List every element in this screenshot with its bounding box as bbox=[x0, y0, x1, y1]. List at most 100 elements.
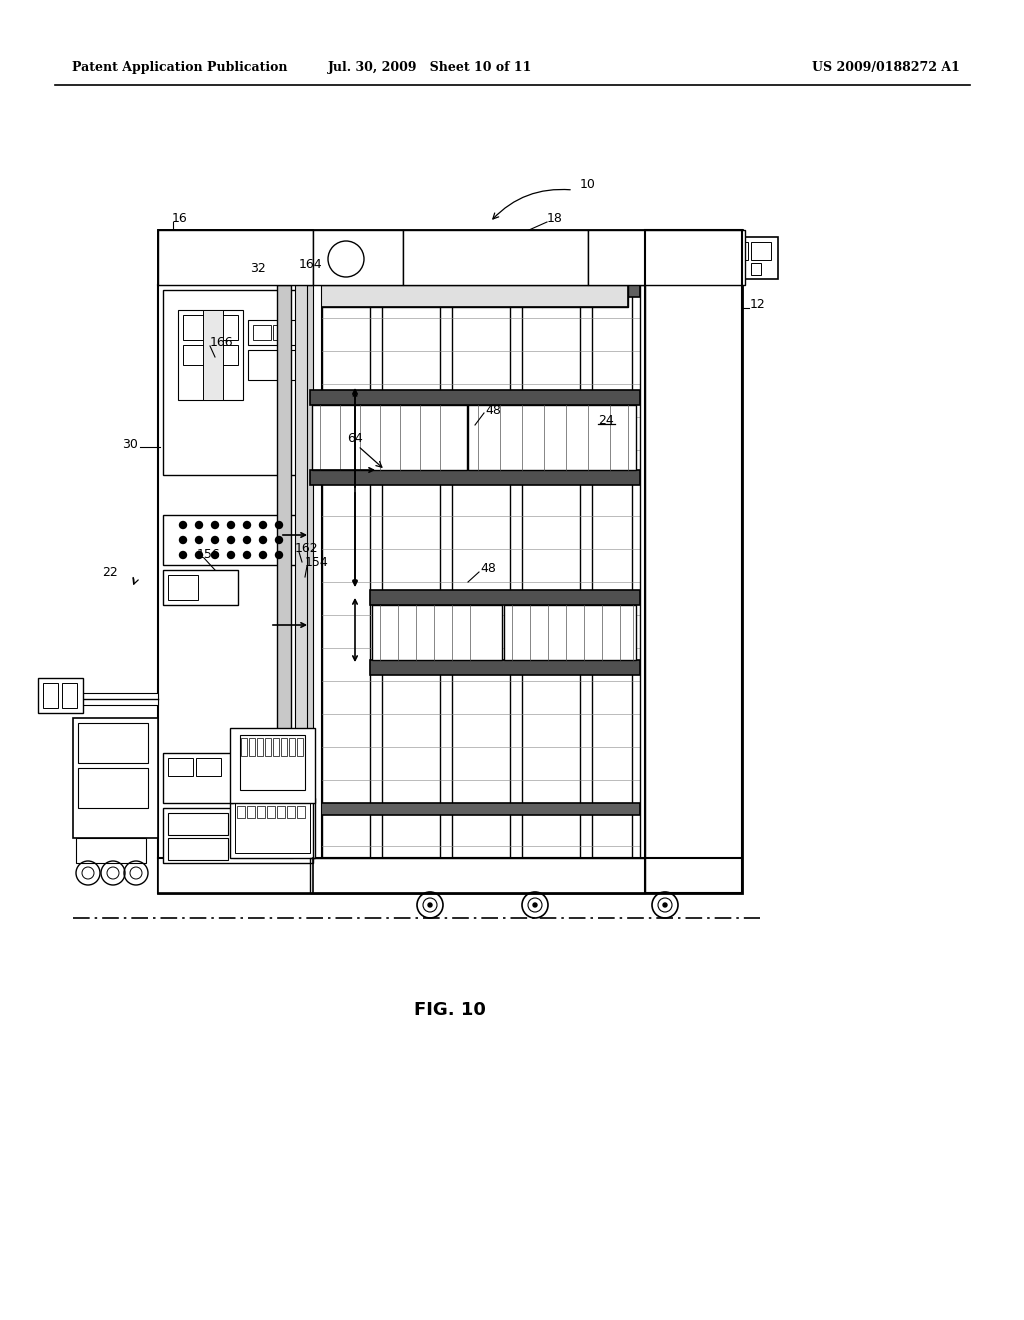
Bar bbox=[310, 470, 640, 484]
Bar bbox=[257, 807, 265, 818]
Bar bbox=[273, 738, 279, 756]
Text: 164: 164 bbox=[298, 259, 322, 272]
Bar bbox=[310, 389, 640, 405]
Bar bbox=[233, 813, 293, 858]
Bar bbox=[234, 803, 310, 853]
Bar bbox=[306, 285, 316, 858]
Text: 22: 22 bbox=[102, 565, 118, 578]
Text: 32: 32 bbox=[250, 261, 266, 275]
Text: 30: 30 bbox=[122, 438, 138, 451]
Bar bbox=[310, 285, 640, 858]
Bar bbox=[312, 405, 467, 470]
Bar bbox=[158, 230, 742, 285]
Bar bbox=[158, 230, 313, 285]
Text: Jul. 30, 2009   Sheet 10 of 11: Jul. 30, 2009 Sheet 10 of 11 bbox=[328, 62, 532, 74]
Bar bbox=[632, 285, 644, 858]
Circle shape bbox=[212, 536, 218, 544]
Bar bbox=[230, 729, 315, 803]
Bar bbox=[751, 263, 761, 275]
Bar bbox=[313, 230, 403, 285]
Bar bbox=[257, 738, 263, 756]
Bar bbox=[62, 682, 77, 708]
Bar bbox=[588, 230, 745, 285]
Bar bbox=[510, 285, 522, 858]
Text: 166: 166 bbox=[210, 335, 233, 348]
Bar bbox=[321, 238, 371, 280]
Bar bbox=[249, 738, 255, 756]
Text: 24: 24 bbox=[598, 413, 613, 426]
Bar bbox=[248, 319, 298, 345]
Bar bbox=[287, 807, 295, 818]
Text: US 2009/0188272 A1: US 2009/0188272 A1 bbox=[812, 62, 961, 74]
Circle shape bbox=[534, 903, 537, 907]
Bar bbox=[183, 345, 238, 366]
Bar bbox=[73, 718, 158, 838]
Bar bbox=[723, 238, 778, 279]
Bar bbox=[78, 723, 148, 763]
Circle shape bbox=[259, 521, 266, 528]
Bar bbox=[163, 290, 303, 475]
Circle shape bbox=[244, 536, 251, 544]
Bar bbox=[158, 230, 742, 894]
Bar bbox=[310, 285, 322, 858]
Text: 48: 48 bbox=[480, 561, 496, 574]
Circle shape bbox=[244, 521, 251, 528]
Circle shape bbox=[227, 536, 234, 544]
Bar bbox=[178, 310, 243, 400]
Text: Patent Application Publication: Patent Application Publication bbox=[72, 62, 288, 74]
Bar bbox=[278, 807, 285, 818]
Circle shape bbox=[212, 521, 218, 528]
Circle shape bbox=[196, 521, 203, 528]
Bar bbox=[310, 858, 645, 894]
Circle shape bbox=[259, 536, 266, 544]
Bar bbox=[163, 808, 313, 863]
Circle shape bbox=[227, 521, 234, 528]
Bar bbox=[370, 285, 382, 858]
Bar bbox=[78, 768, 148, 808]
Bar bbox=[168, 758, 193, 776]
Bar bbox=[580, 285, 592, 858]
Bar bbox=[158, 285, 628, 308]
Bar bbox=[645, 230, 742, 894]
Text: 16: 16 bbox=[172, 211, 187, 224]
Bar bbox=[751, 242, 771, 260]
Circle shape bbox=[663, 903, 667, 907]
Bar bbox=[578, 238, 658, 279]
Bar bbox=[297, 738, 303, 756]
Bar bbox=[278, 285, 291, 858]
Text: 162: 162 bbox=[295, 541, 318, 554]
Text: 10: 10 bbox=[580, 178, 596, 191]
Bar bbox=[403, 230, 588, 285]
Bar bbox=[728, 242, 748, 260]
Bar bbox=[203, 310, 223, 400]
Bar bbox=[370, 660, 640, 675]
Bar bbox=[297, 807, 305, 818]
Bar bbox=[168, 576, 198, 601]
Circle shape bbox=[196, 536, 203, 544]
Bar bbox=[38, 678, 83, 713]
Bar bbox=[618, 242, 653, 272]
Bar bbox=[310, 285, 640, 297]
Bar bbox=[168, 838, 228, 861]
Bar bbox=[158, 285, 308, 894]
Circle shape bbox=[275, 536, 283, 544]
Bar bbox=[267, 807, 275, 818]
Bar bbox=[372, 605, 502, 660]
Text: 48: 48 bbox=[485, 404, 501, 417]
Circle shape bbox=[275, 552, 283, 558]
Bar bbox=[237, 807, 245, 818]
Bar bbox=[310, 858, 645, 894]
Bar bbox=[158, 858, 742, 894]
Bar bbox=[645, 230, 742, 894]
Text: 12: 12 bbox=[750, 298, 766, 312]
Bar bbox=[468, 405, 636, 470]
Circle shape bbox=[179, 536, 186, 544]
Bar bbox=[240, 735, 305, 789]
Text: 154: 154 bbox=[305, 556, 329, 569]
Bar bbox=[196, 758, 221, 776]
Bar bbox=[253, 325, 271, 341]
Circle shape bbox=[196, 552, 203, 558]
Bar bbox=[640, 285, 645, 858]
Bar bbox=[163, 570, 238, 605]
Circle shape bbox=[244, 552, 251, 558]
